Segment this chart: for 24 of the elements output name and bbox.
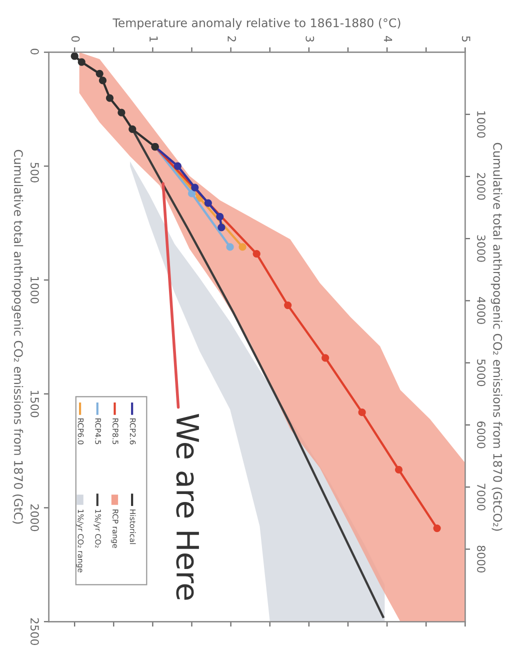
x-tick-label: 0 [71, 36, 80, 42]
y-axis-title: Cumulative total anthropogenic CO₂ emissions from 1870 (GtC) [12, 150, 24, 524]
x-tick-label: 1 [150, 36, 158, 42]
y2-tick-label: 7000 [477, 484, 486, 510]
y2-tick-label: 6000 [477, 421, 486, 448]
y2-tick-label: 1000 [477, 111, 486, 138]
x-tick-label: 4 [384, 36, 392, 42]
annotation: We are Here [176, 414, 199, 600]
y2-tick-label: 3000 [477, 235, 486, 262]
y2-tick-label: 4000 [477, 297, 486, 324]
y-tick-label: 500 [30, 162, 39, 182]
x-tick-label: 3 [306, 36, 314, 42]
x-axis-title: Temperature anomaly relative to 1861-1880 (°C) [112, 18, 400, 30]
y2-tick-label: 5000 [477, 359, 486, 386]
x-tick-label: 2 [228, 36, 236, 42]
y2-tick-label: 2000 [477, 173, 486, 200]
y-tick-label: 1000 [30, 277, 39, 304]
y2-tick-label: 8000 [477, 546, 486, 572]
y-tick-label: 2000 [30, 504, 39, 532]
y-tick-label: 0 [30, 48, 39, 54]
y2-axis-title: Cumulative total anthropogenic CO₂ emissions from 1870 (GtCO₂) [490, 142, 502, 531]
y-tick-label: 2500 [30, 618, 39, 645]
x-tick-label: 5 [462, 36, 470, 42]
y-tick-label: 1500 [30, 390, 39, 418]
